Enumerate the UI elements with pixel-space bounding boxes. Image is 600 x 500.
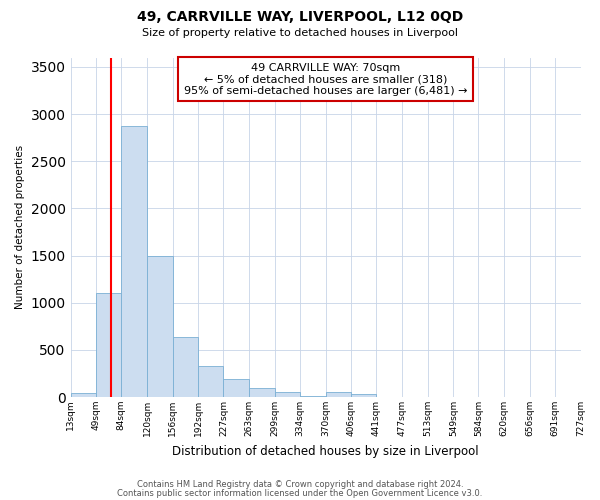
Bar [300, 396, 326, 397]
Text: Contains public sector information licensed under the Open Government Licence v3: Contains public sector information licen… [118, 488, 482, 498]
Bar [96, 294, 121, 397]
Bar [223, 378, 249, 397]
Bar [249, 388, 275, 397]
Bar [326, 392, 351, 397]
Y-axis label: Number of detached properties: Number of detached properties [15, 145, 25, 310]
Bar [275, 392, 300, 397]
Bar [147, 256, 173, 397]
Bar [121, 126, 147, 397]
Text: Contains HM Land Registry data © Crown copyright and database right 2024.: Contains HM Land Registry data © Crown c… [137, 480, 463, 489]
Text: 49 CARRVILLE WAY: 70sqm
← 5% of detached houses are smaller (318)
95% of semi-de: 49 CARRVILLE WAY: 70sqm ← 5% of detached… [184, 62, 467, 96]
Bar [351, 394, 376, 397]
Text: 49, CARRVILLE WAY, LIVERPOOL, L12 0QD: 49, CARRVILLE WAY, LIVERPOOL, L12 0QD [137, 10, 463, 24]
Text: Size of property relative to detached houses in Liverpool: Size of property relative to detached ho… [142, 28, 458, 38]
X-axis label: Distribution of detached houses by size in Liverpool: Distribution of detached houses by size … [172, 444, 479, 458]
Bar [199, 366, 223, 397]
Bar [173, 337, 199, 397]
Bar [71, 393, 96, 397]
